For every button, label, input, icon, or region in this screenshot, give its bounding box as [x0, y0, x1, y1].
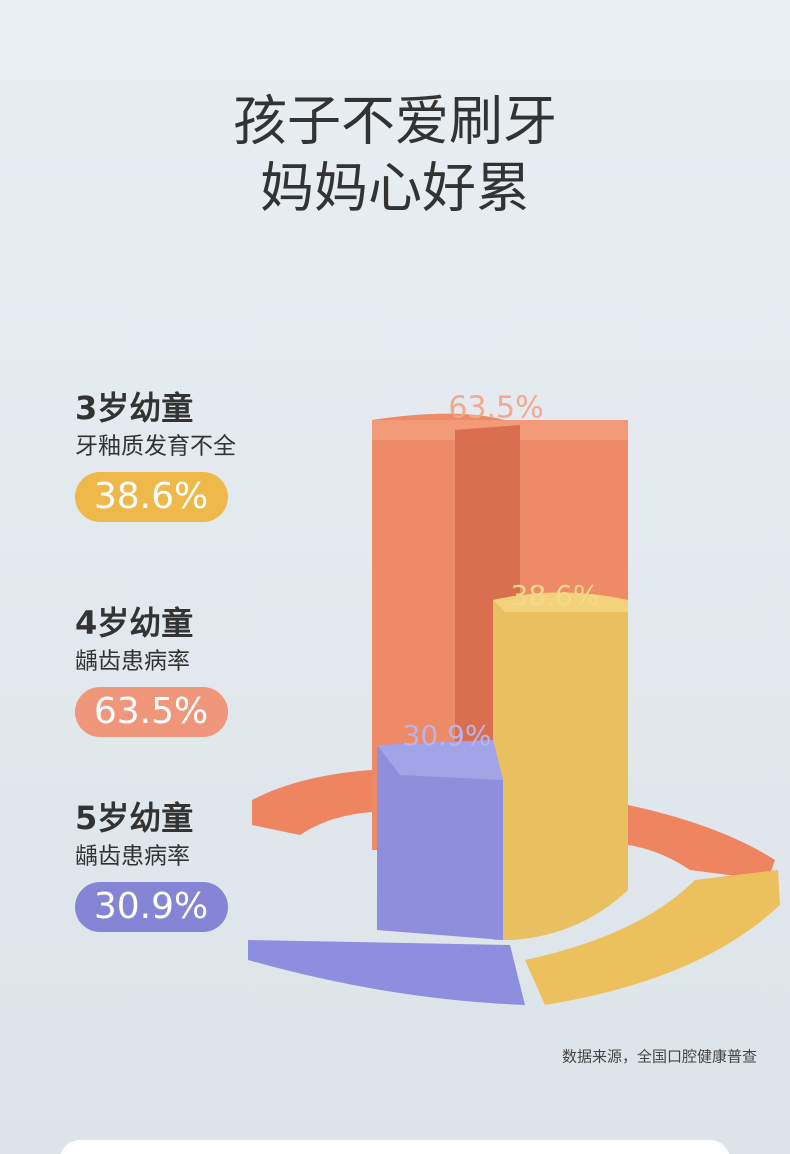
- stat-pill: [75, 687, 228, 737]
- pillar-label: 63.5%: [448, 391, 543, 426]
- stat-age: 4岁幼童: [75, 604, 193, 642]
- pillar-purple: [377, 740, 503, 940]
- stat-value: 38.6%: [94, 476, 208, 517]
- ring-orange: [252, 770, 372, 835]
- bottom-card: [60, 1140, 730, 1154]
- ring-yellow: [525, 870, 780, 1005]
- stat-pill: [75, 472, 228, 522]
- title-line: 妈妈心好累: [260, 157, 530, 220]
- source: 数据来源，全国口腔健康普查: [562, 1048, 757, 1066]
- ring-orange: [628, 805, 775, 880]
- title-line: 孩子不爱刷牙: [233, 90, 557, 153]
- stat-age: 3岁幼童: [75, 389, 193, 427]
- stat-pill: [75, 882, 228, 932]
- pillar-purple-top: [377, 740, 503, 780]
- stat-value: 63.5%: [94, 691, 208, 732]
- pillar-yellow-top: [493, 592, 628, 612]
- stat-desc: 龋齿患病率: [75, 649, 190, 675]
- pillar-label: 30.9%: [403, 719, 492, 752]
- ring-purple: [248, 940, 525, 1005]
- stat-desc: 龋齿患病率: [75, 844, 190, 870]
- stats: 3岁幼童牙釉质发育不全38.6%4岁幼童龋齿患病率63.5%5岁幼童龋齿患病率3…: [75, 389, 236, 932]
- stat-age: 5岁幼童: [75, 799, 193, 837]
- pillar-yellow: [493, 592, 628, 940]
- stat-value: 30.9%: [94, 886, 208, 927]
- pillar-label: 38.6%: [511, 579, 600, 612]
- stat-desc: 牙釉质发育不全: [75, 434, 236, 460]
